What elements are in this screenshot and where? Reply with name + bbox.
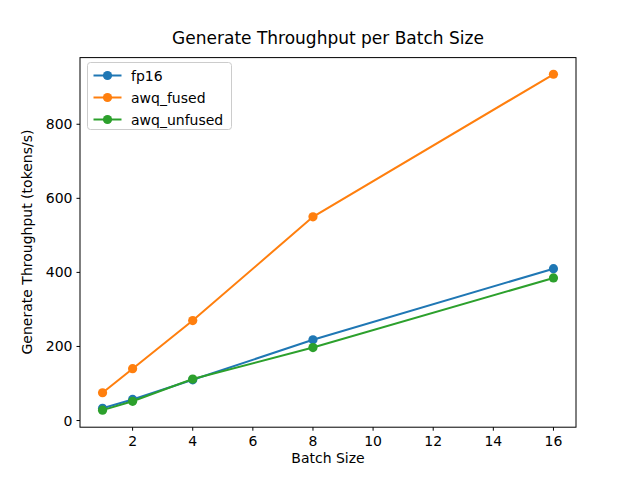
legend-marker-awq_unfused <box>103 115 112 124</box>
legend-marker-awq_fused <box>103 93 112 102</box>
legend-label-awq_unfused: awq_unfused <box>131 112 223 128</box>
y-tick-label: 400 <box>46 264 73 280</box>
x-tick-label: 14 <box>484 433 502 449</box>
legend-label-fp16: fp16 <box>131 68 163 84</box>
series-marker-awq_unfused <box>98 406 107 415</box>
series-line-awq_unfused <box>103 278 554 410</box>
x-tick-label: 8 <box>309 433 318 449</box>
series-marker-awq_unfused <box>549 273 558 282</box>
series-marker-awq_unfused <box>188 374 197 383</box>
series-marker-awq_unfused <box>308 343 317 352</box>
series-marker-awq_unfused <box>128 397 137 406</box>
series-marker-awq_fused <box>98 388 107 397</box>
legend-label-awq_fused: awq_fused <box>131 90 206 106</box>
series-marker-fp16 <box>549 264 558 273</box>
plot-canvas: 2 4 6 8 10 12 14 16 0 200 400 600 800 fp16 awq_fusedaw… <box>0 0 640 480</box>
x-tick-label: 16 <box>545 433 563 449</box>
x-axis-label: Batch Size <box>80 450 576 467</box>
legend-marker-fp16 <box>103 71 112 80</box>
series-marker-awq_fused <box>188 316 197 325</box>
x-tick-label: 10 <box>364 433 382 449</box>
y-tick-label: 800 <box>46 116 73 132</box>
x-tick-label: 6 <box>248 433 257 449</box>
x-tick-label: 2 <box>128 433 137 449</box>
y-tick-label: 200 <box>46 338 73 354</box>
x-tick-label: 4 <box>188 433 197 449</box>
x-tick-label: 12 <box>424 433 442 449</box>
y-axis-label: Generate Throughput (tokens/s) <box>19 130 35 355</box>
series-marker-awq_fused <box>549 70 558 79</box>
y-tick-label: 600 <box>46 190 73 206</box>
series-marker-awq_fused <box>128 364 137 373</box>
series-marker-awq_fused <box>308 212 317 221</box>
chart-figure: Generate Throughput per Batch Size 24681… <box>0 0 640 480</box>
y-tick-label: 0 <box>64 413 73 429</box>
